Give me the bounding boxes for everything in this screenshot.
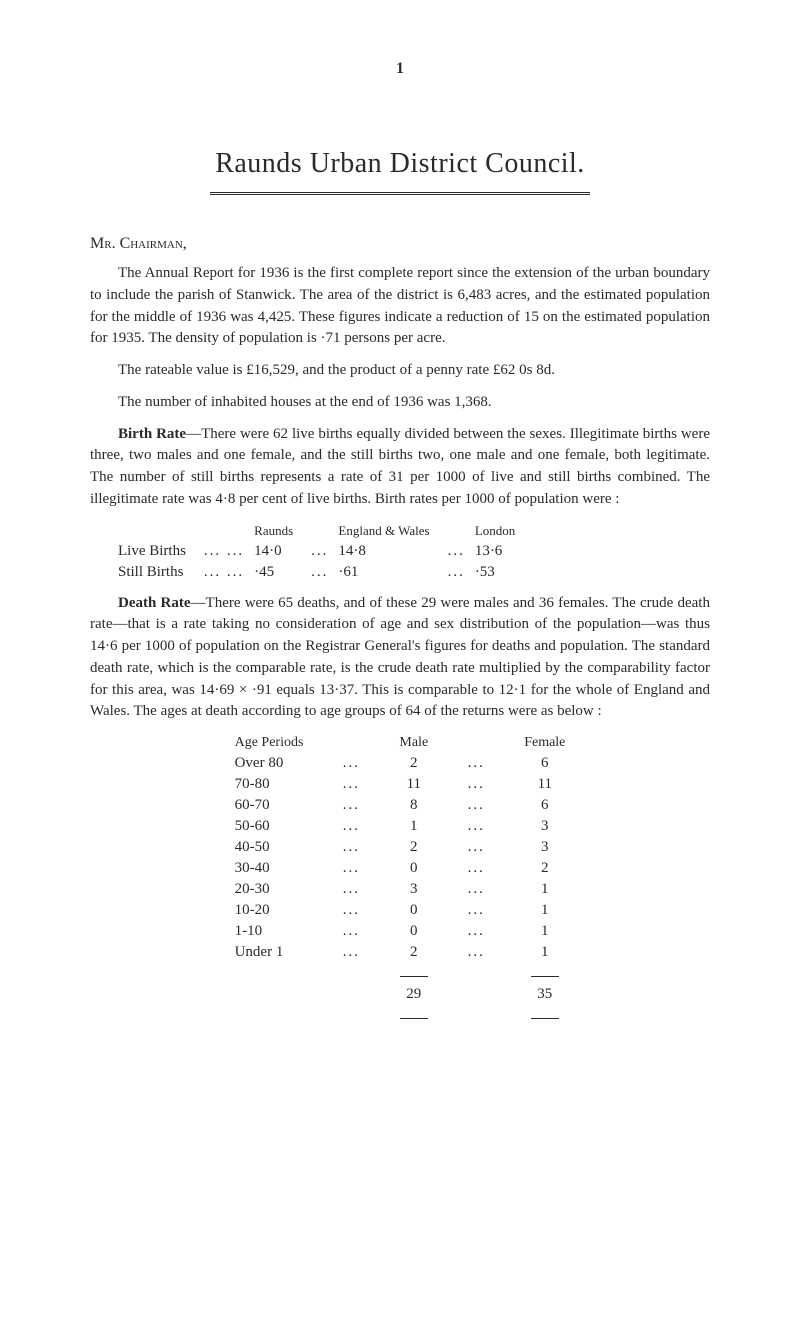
- period-label: 1-10: [211, 921, 328, 942]
- cell: 11: [500, 774, 589, 795]
- sum-rule: [531, 1018, 559, 1019]
- cell: 0: [375, 858, 452, 879]
- cell: ·45: [254, 562, 311, 583]
- cell: 8: [375, 795, 452, 816]
- para-houses: The number of inhabited houses at the en…: [90, 392, 710, 414]
- table-row: 10-20...0...1: [211, 900, 590, 921]
- page-number: 1: [90, 60, 710, 78]
- totals-row: 29 35: [211, 984, 590, 1005]
- total-male: 29: [375, 984, 452, 1005]
- cell: 2: [500, 858, 589, 879]
- death-rate-heading: Death Rate: [118, 595, 191, 611]
- total-female: 35: [500, 984, 589, 1005]
- dots: ... ...: [204, 562, 254, 583]
- document-title: Raunds Urban District Council.: [90, 148, 710, 180]
- header-england-wales: England & Wales: [338, 521, 447, 541]
- table-row: 20-30...3...1: [211, 879, 590, 900]
- birth-rates-table: Raunds England & Wales London Live Birth…: [118, 521, 533, 583]
- para-birth-rate: Birth Rate—There were 62 live births equ…: [90, 424, 710, 511]
- period-label: Over 80: [211, 753, 328, 774]
- header-age-periods: Age Periods: [211, 733, 328, 753]
- birth-rate-heading: Birth Rate: [118, 426, 186, 442]
- header-female: Female: [500, 733, 589, 753]
- cell: 1: [500, 921, 589, 942]
- header-male: Male: [375, 733, 452, 753]
- cell: 2: [375, 753, 452, 774]
- table-row: Still Births ... ... ·45 ... ·61 ... ·53: [118, 562, 533, 583]
- table-row: 70-80...11...11: [211, 774, 590, 795]
- cell: 6: [500, 753, 589, 774]
- header-raunds: Raunds: [254, 521, 311, 541]
- title-rule: [210, 192, 590, 195]
- dots: ...: [311, 541, 338, 562]
- cell: ·53: [475, 562, 533, 583]
- cell: 3: [375, 879, 452, 900]
- cell: ·61: [338, 562, 447, 583]
- table-row: 40-50...2...3: [211, 837, 590, 858]
- dots: ... ...: [204, 541, 254, 562]
- period-label: Under 1: [211, 942, 328, 963]
- para-death-rate: Death Rate—There were 65 deaths, and of …: [90, 593, 710, 724]
- cell: 1: [500, 879, 589, 900]
- cell: 0: [375, 900, 452, 921]
- period-label: 50-60: [211, 816, 328, 837]
- table-row: 30-40...0...2: [211, 858, 590, 879]
- sum-rule: [531, 976, 559, 977]
- cell: 2: [375, 837, 452, 858]
- dots: ...: [311, 562, 338, 583]
- sum-rule: [400, 1018, 428, 1019]
- cell: 1: [500, 942, 589, 963]
- cell: 1: [375, 816, 452, 837]
- dots: ...: [448, 541, 475, 562]
- table-row: 60-70...8...6: [211, 795, 590, 816]
- table-row: Under 1...2...1: [211, 942, 590, 963]
- table-row: 50-60...1...3: [211, 816, 590, 837]
- sum-rule-row: [211, 1005, 590, 1026]
- row-label: Live Births: [118, 541, 204, 562]
- sum-rule: [400, 976, 428, 977]
- dots: ...: [448, 562, 475, 583]
- period-label: 10-20: [211, 900, 328, 921]
- table-header-row: Raunds England & Wales London: [118, 521, 533, 541]
- table-row: 1-10...0...1: [211, 921, 590, 942]
- cell: 0: [375, 921, 452, 942]
- period-label: 70-80: [211, 774, 328, 795]
- salutation: Mr. Chairman,: [90, 235, 710, 253]
- period-label: 60-70: [211, 795, 328, 816]
- cell: 3: [500, 837, 589, 858]
- cell: 13·6: [475, 541, 533, 562]
- table-row: Over 80...2...6: [211, 753, 590, 774]
- cell: 1: [500, 900, 589, 921]
- cell: 2: [375, 942, 452, 963]
- header-blank: [118, 521, 204, 541]
- period-label: 30-40: [211, 858, 328, 879]
- period-label: 20-30: [211, 879, 328, 900]
- sum-rule-row: [211, 963, 590, 984]
- age-periods-table: Age Periods Male Female Over 80...2...6 …: [211, 733, 590, 1026]
- cell: 6: [500, 795, 589, 816]
- cell: 14·8: [338, 541, 447, 562]
- death-rate-text: —There were 65 deaths, and of these 29 w…: [90, 595, 710, 720]
- cell: 14·0: [254, 541, 311, 562]
- header-london: London: [475, 521, 533, 541]
- table-header-row: Age Periods Male Female: [211, 733, 590, 753]
- table-row: Live Births ... ... 14·0 ... 14·8 ... 13…: [118, 541, 533, 562]
- row-label: Still Births: [118, 562, 204, 583]
- para-rateable: The rateable value is £16,529, and the p…: [90, 360, 710, 382]
- cell: 3: [500, 816, 589, 837]
- cell: 11: [375, 774, 452, 795]
- period-label: 40-50: [211, 837, 328, 858]
- para-intro: The Annual Report for 1936 is the first …: [90, 263, 710, 350]
